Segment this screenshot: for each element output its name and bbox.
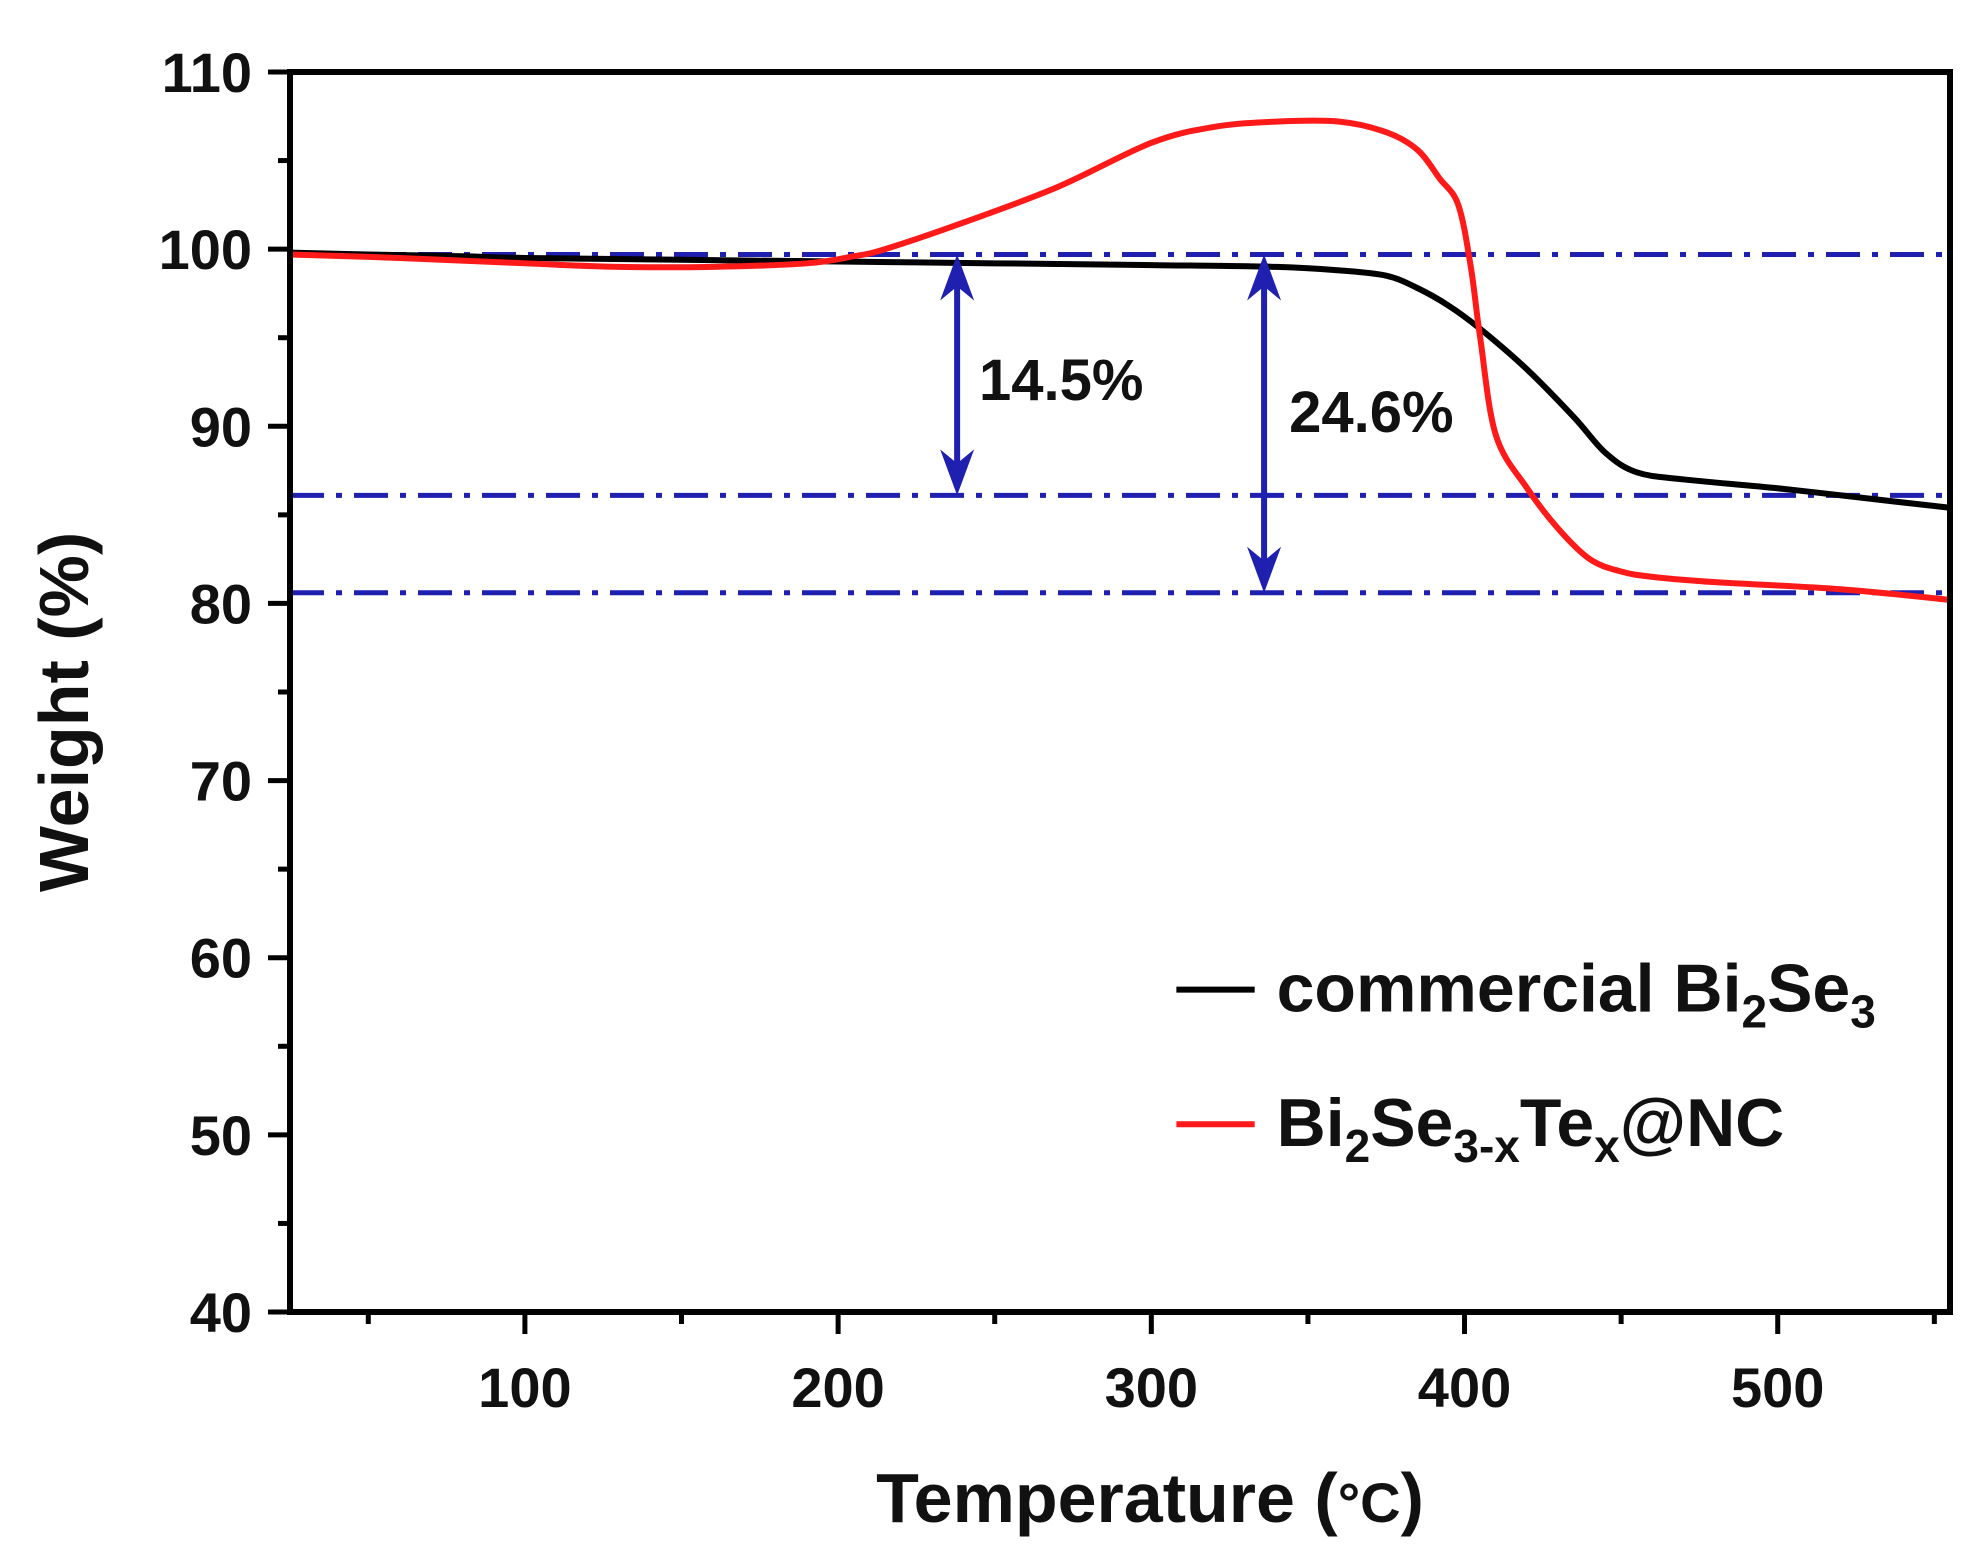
x-tick-label-500: 500	[1731, 1356, 1824, 1419]
series-line-1	[287, 117, 1953, 603]
legend: commercial Bi2Se3 Bi2Se3-xTex@NC	[1176, 951, 1876, 1172]
y-tick-label-50: 50	[190, 1104, 252, 1167]
x-axis-title-close: )	[1401, 1459, 1424, 1537]
x-tick-label-300: 300	[1105, 1356, 1198, 1419]
reference-lines	[290, 251, 1950, 596]
annotation-arrowhead-bottom-1	[1247, 546, 1282, 593]
x-tick-label-100: 100	[478, 1356, 571, 1419]
y-tick-label-70: 70	[190, 750, 252, 813]
x-axis-ticks: 100 200 300 400 500	[365, 1312, 1937, 1419]
legend-label-commercial: commercial Bi2Se3	[1277, 951, 1876, 1038]
x-tick-label-200: 200	[791, 1356, 884, 1419]
x-axis-title-main: Temperature (	[876, 1459, 1338, 1537]
series-lines	[287, 117, 1953, 603]
annotation-label-1: 24.6%	[1289, 380, 1453, 445]
annotation-arrowhead-bottom-0	[940, 449, 975, 496]
annotation-label-0: 14.5%	[979, 348, 1143, 413]
annotations: 14.5% 24.6%	[940, 254, 1454, 593]
x-tick-label-400: 400	[1418, 1356, 1511, 1419]
y-tick-label-80: 80	[190, 572, 252, 635]
legend-label-composite: Bi2Se3-xTex@NC	[1277, 1085, 1785, 1172]
x-axis-title-unit: °C	[1338, 1471, 1401, 1534]
series-line-0	[287, 249, 1953, 511]
annotation-arrowhead-top-0	[940, 254, 975, 301]
y-tick-label-40: 40	[190, 1281, 252, 1344]
y-tick-label-90: 90	[190, 395, 252, 458]
y-tick-label-110: 110	[162, 41, 252, 104]
y-axis-title: Weight (%)	[25, 532, 103, 892]
y-axis-ticks: 40 50 60 70 80 90 100 110	[159, 41, 290, 1344]
annotation-arrowhead-top-1	[1247, 254, 1282, 301]
x-axis-title: Temperature (°C)	[876, 1459, 1424, 1537]
y-tick-label-60: 60	[190, 927, 252, 990]
y-tick-label-100: 100	[159, 218, 252, 281]
